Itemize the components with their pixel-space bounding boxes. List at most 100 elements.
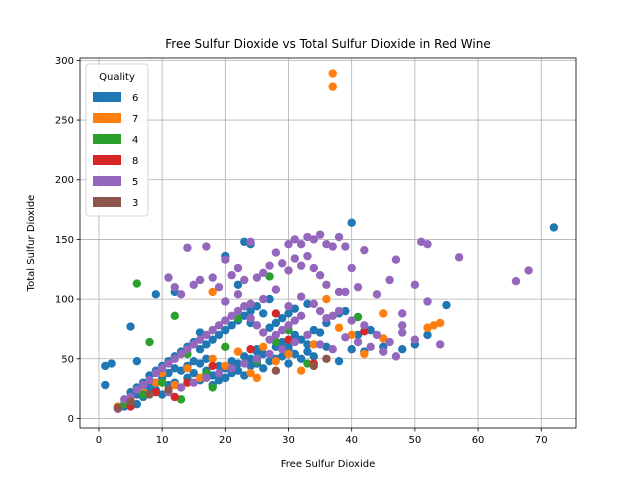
data-point — [214, 368, 224, 378]
data-point — [157, 364, 167, 373]
data-point — [309, 340, 318, 349]
legend-swatch — [93, 197, 121, 207]
data-point — [524, 266, 533, 275]
data-point — [290, 337, 300, 347]
data-point — [170, 364, 179, 373]
data-point — [296, 366, 306, 375]
data-point — [176, 366, 186, 375]
data-point — [138, 380, 148, 390]
data-point — [240, 359, 249, 368]
data-point — [151, 290, 161, 299]
data-point — [511, 276, 521, 286]
data-point — [284, 239, 293, 249]
data-point — [233, 263, 243, 273]
data-point — [208, 354, 217, 363]
x-tick-label: 70 — [535, 435, 548, 446]
data-point — [322, 239, 331, 249]
data-point — [195, 373, 205, 383]
data-point — [303, 347, 312, 356]
data-point — [277, 313, 287, 323]
data-point — [227, 271, 236, 280]
data-point — [271, 285, 281, 294]
data-point — [271, 309, 281, 318]
data-point — [202, 242, 211, 251]
data-point — [189, 340, 198, 349]
data-point — [265, 323, 274, 332]
legend-entry-label: 6 — [132, 93, 138, 104]
data-point — [265, 294, 274, 304]
data-point — [132, 399, 142, 409]
x-axis-label: Free Sulfur Dioxide — [281, 459, 376, 470]
data-point — [189, 368, 198, 378]
data-point — [208, 287, 217, 297]
data-point — [252, 347, 262, 356]
data-point — [290, 330, 300, 340]
data-point — [315, 328, 325, 337]
data-point — [309, 235, 318, 244]
data-point — [322, 354, 331, 363]
data-point — [202, 330, 211, 340]
data-point — [195, 335, 205, 344]
data-point — [145, 390, 154, 399]
x-tick-label: 20 — [219, 435, 232, 446]
data-point — [170, 380, 179, 390]
data-point — [271, 356, 281, 366]
x-tick-label: 0 — [96, 435, 102, 446]
data-point — [233, 313, 243, 323]
data-point — [132, 279, 142, 288]
data-point — [296, 311, 306, 321]
data-point — [391, 255, 401, 264]
data-point — [240, 311, 249, 321]
data-point — [189, 280, 198, 289]
data-point — [126, 322, 135, 331]
data-point — [290, 235, 300, 244]
data-point — [227, 311, 236, 321]
data-point — [341, 306, 350, 316]
series-quality-3 — [113, 354, 331, 412]
data-point — [101, 380, 110, 390]
data-point — [240, 352, 249, 361]
data-point — [214, 282, 224, 292]
data-point — [240, 371, 249, 380]
data-point — [277, 325, 287, 335]
data-point — [322, 294, 331, 304]
data-point — [334, 232, 344, 242]
plot-frame — [79, 57, 577, 429]
data-point — [227, 356, 236, 366]
data-point — [164, 359, 173, 368]
data-point — [259, 349, 268, 359]
data-point — [271, 248, 281, 257]
data-point — [195, 275, 205, 285]
data-point — [259, 309, 268, 318]
data-point — [132, 356, 142, 366]
data-point — [113, 403, 123, 412]
data-point — [290, 304, 300, 313]
data-point — [398, 309, 407, 318]
data-point — [157, 390, 167, 399]
data-point — [277, 352, 287, 361]
data-point — [151, 387, 161, 397]
data-point — [398, 328, 407, 337]
data-point — [391, 352, 401, 361]
data-point — [170, 282, 179, 292]
data-point — [353, 312, 363, 322]
data-point — [252, 354, 262, 363]
data-point — [328, 345, 337, 354]
data-point — [315, 271, 325, 280]
data-point — [233, 347, 243, 356]
data-point — [303, 251, 312, 261]
data-point — [233, 306, 243, 316]
data-point — [101, 361, 110, 371]
data-point — [353, 337, 363, 347]
data-point — [259, 294, 268, 304]
data-point — [372, 330, 382, 340]
data-point — [183, 243, 192, 252]
data-point — [208, 383, 217, 392]
data-point — [442, 300, 451, 310]
data-point — [233, 280, 243, 289]
data-point — [315, 230, 325, 239]
data-point — [157, 378, 167, 387]
data-point — [296, 335, 306, 344]
data-point — [208, 325, 217, 335]
data-point — [208, 335, 217, 344]
